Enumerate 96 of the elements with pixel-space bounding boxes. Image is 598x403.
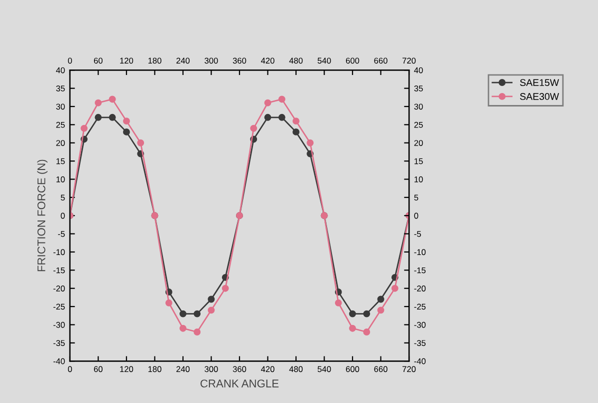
x2-tick-label: 540: [318, 58, 331, 64]
y-tick-label: 35: [56, 86, 65, 92]
point: [180, 310, 186, 318]
y-tick-label: 10: [56, 176, 65, 182]
y2-tick-label: 35: [414, 86, 423, 92]
y-tick-label: 15: [56, 158, 65, 164]
y-axis-title: FRICTION FORCE (N): [37, 160, 48, 272]
x2-tick-label: 0: [68, 58, 72, 64]
point: [180, 324, 186, 332]
y2-tick-label: -35: [414, 340, 426, 346]
point: [194, 328, 201, 336]
point: [194, 310, 201, 318]
x-tick-label: 180: [148, 366, 162, 372]
y2-tick-label: 0: [414, 212, 418, 219]
y-tick-label: 5: [60, 194, 65, 201]
y2-tick-label: -30: [414, 322, 426, 328]
legend-label: SAE30W: [520, 93, 560, 100]
x2-tick-label: 240: [176, 58, 190, 64]
point: [377, 296, 384, 303]
x2-tick-label: 720: [402, 58, 416, 64]
x-tick-label: 600: [346, 366, 360, 372]
legend-label: SAE15W: [520, 79, 560, 86]
point: [391, 284, 398, 292]
point: [377, 306, 384, 314]
y-tick-label: 40: [56, 67, 65, 74]
y2-tick-label: 30: [414, 104, 423, 110]
point: [292, 118, 300, 125]
point: [250, 124, 258, 132]
point: [80, 124, 88, 132]
y2-tick-label: -20: [414, 286, 426, 292]
x2-tick-label: 60: [94, 58, 103, 64]
point: [334, 299, 342, 306]
point: [208, 306, 215, 314]
x2-tick-label: 180: [148, 58, 162, 64]
x2-tick-label: 120: [120, 58, 134, 64]
x-tick-label: 480: [289, 366, 303, 372]
y2-tick-label: -25: [414, 304, 426, 310]
x-tick-label: 300: [204, 366, 218, 372]
point: [123, 128, 130, 136]
x-tick-label: 60: [94, 366, 103, 372]
point: [264, 99, 272, 106]
point: [363, 328, 370, 336]
y-tick-label: 25: [56, 122, 65, 128]
point: [123, 118, 130, 125]
y-tick-label: -25: [53, 304, 65, 310]
point: [264, 114, 272, 121]
point: [208, 296, 215, 303]
y-tick-label: 0: [60, 212, 65, 219]
x-tick-label: 720: [402, 366, 416, 372]
y-tick-label: 20: [56, 140, 65, 146]
x-tick-label: 360: [232, 366, 246, 372]
y-tick-label: -15: [53, 267, 65, 274]
x-tick-label: 0: [68, 366, 72, 372]
x-tick-label: 540: [318, 366, 331, 372]
point: [278, 114, 286, 121]
point: [165, 299, 172, 306]
x2-tick-label: 300: [204, 58, 218, 64]
x2-tick-label: 660: [374, 58, 388, 64]
y-tick-label: -5: [58, 231, 65, 237]
point: [278, 96, 286, 103]
y2-tick-label: 25: [414, 122, 423, 128]
point: [363, 310, 370, 318]
y-tick-label: -20: [53, 286, 65, 292]
x2-tick-label: 600: [346, 58, 360, 64]
point: [137, 139, 144, 146]
y-tick-label: -30: [53, 322, 65, 328]
y2-tick-label: 5: [414, 194, 418, 201]
y2-tick-label: -5: [414, 231, 421, 237]
x-tick-label: 240: [176, 366, 190, 372]
x-tick-label: 660: [374, 366, 388, 372]
point: [349, 310, 356, 318]
x2-tick-label: 420: [260, 58, 274, 64]
point: [108, 96, 116, 103]
y2-tick-label: -10: [414, 249, 426, 256]
y2-tick-label: -15: [414, 267, 426, 274]
x2-tick-label: 480: [289, 58, 303, 64]
point: [349, 324, 356, 332]
y-tick-label: -40: [53, 358, 65, 364]
y-tick-label: -35: [53, 340, 65, 346]
y2-tick-label: 40: [414, 67, 423, 74]
point: [94, 114, 102, 121]
point: [292, 128, 300, 136]
y2-tick-label: 15: [414, 158, 423, 164]
y-tick-label: -10: [53, 249, 65, 256]
point: [222, 284, 229, 292]
x-axis-title: CRANK ANGLE: [200, 380, 279, 388]
y-tick-label: 30: [56, 104, 65, 110]
point: [108, 114, 116, 121]
point: [94, 99, 102, 106]
x2-tick-label: 360: [232, 58, 246, 64]
y2-tick-label: -40: [414, 358, 426, 364]
x-tick-label: 420: [260, 366, 274, 372]
y2-tick-label: 10: [414, 176, 423, 182]
y2-tick-label: 20: [414, 140, 423, 146]
x-tick-label: 120: [120, 366, 134, 372]
point: [306, 139, 314, 146]
